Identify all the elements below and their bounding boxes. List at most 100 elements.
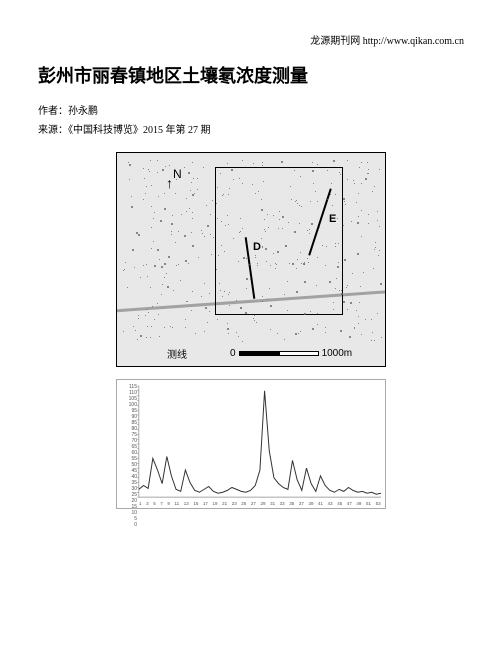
map-speckle [169,165,170,166]
map-speckle [171,234,172,235]
map-speckle [172,327,173,328]
map-speckle [261,238,262,239]
map-speckle [148,312,149,313]
map-speckle [153,241,154,242]
site-name: 龙源期刊网 [310,36,360,47]
map-speckle [298,333,299,334]
map-speckle [192,194,194,196]
map-speckle [146,264,147,265]
chart-svg [117,380,385,509]
map-scale-bar: 测线 0 1000m [167,344,375,362]
map-speckle [157,172,158,173]
map-speckle [227,163,228,164]
map-speckle [372,332,373,333]
map-speckle [143,265,144,266]
source-name: 《中国科技博览》2015 年第 27 期 [68,125,211,136]
map-speckle [284,294,285,295]
map-speckle [262,246,263,247]
map-speckle [210,234,211,235]
map-speckle [254,320,255,321]
site-url[interactable]: http://www.qikan.com.cn [363,36,464,47]
map-speckle [317,324,318,325]
map-speckle [187,301,188,302]
scale-segment [279,351,319,356]
map-speckle [133,326,134,327]
map-speckle [361,162,362,163]
map-speckle [312,170,314,172]
map-speckle [188,263,189,264]
map-speckle [195,333,196,334]
map-speckle [154,265,156,267]
map-speckle [368,223,369,224]
x-tick-label: 51 [366,501,371,506]
map-speckle [194,193,195,194]
x-tick-label: 1 [139,501,142,506]
map-speckle [337,266,339,268]
map-speckle [146,186,147,187]
map-speckle [193,178,194,179]
article-title: 彭州市丽春镇地区土壤氡浓度测量 [38,62,464,88]
x-tick-label: 13 [184,501,189,506]
north-arrow-icon: ↑ [166,177,173,193]
map-speckle [159,259,160,260]
map-speckle [358,323,359,324]
map-speckle [354,328,355,329]
x-tick-label: 27 [251,501,256,506]
map-speckle [307,258,308,259]
map-speckle [361,210,362,211]
map-speckle [137,339,138,340]
study-area-rect [215,167,343,315]
map-speckle [253,163,254,164]
map-speckle [150,337,151,338]
map-speckle [279,211,280,212]
map-speckle [299,205,300,206]
map-speckle [379,169,380,170]
map-speckle [246,278,248,280]
map-speckle [131,196,132,197]
map-speckle [176,265,177,266]
map-speckle [178,231,179,232]
map-speckle [361,334,362,335]
x-tick-label: 11 [174,501,179,506]
map-speckle [140,277,141,278]
map-figure: N ↑ D E 测线 0 1000m [116,152,386,367]
x-tick-label: 15 [193,501,198,506]
map-speckle [322,245,323,246]
map-speckle [151,227,152,228]
map-speckle [201,296,202,297]
map-speckle [365,178,367,180]
x-tick-label: 31 [270,501,275,506]
map-speckle [192,245,194,247]
map-speckle [207,322,208,323]
map-speckle [143,168,144,169]
x-tick-label: 39 [308,501,313,506]
map-speckle [173,290,174,291]
map-speckle [172,215,173,216]
north-label: N [173,167,182,181]
map-speckle [129,179,130,180]
map-speckle [374,249,375,250]
map-speckle [186,198,187,199]
map-speckle [128,162,129,163]
map-speckle [134,267,135,268]
map-speckle [239,178,240,179]
map-speckle [246,258,247,259]
map-speckle [371,340,372,341]
map-speckle [123,270,124,271]
map-speckle [349,336,351,338]
map-speckle [144,178,145,179]
map-speckle [164,208,166,210]
map-speckle [224,291,225,292]
map-speckle [372,191,373,192]
map-speckle [262,162,263,163]
map-speckle [345,204,346,205]
map-speckle [353,180,354,181]
map-speckle [188,172,190,174]
map-speckle [175,242,176,243]
map-speckle [325,327,326,328]
x-tick-label: 7 [160,501,163,506]
map-speckle [185,260,187,262]
map-speckle [181,214,182,215]
map-speckle [336,278,337,279]
scale-zero: 0 [230,348,236,359]
